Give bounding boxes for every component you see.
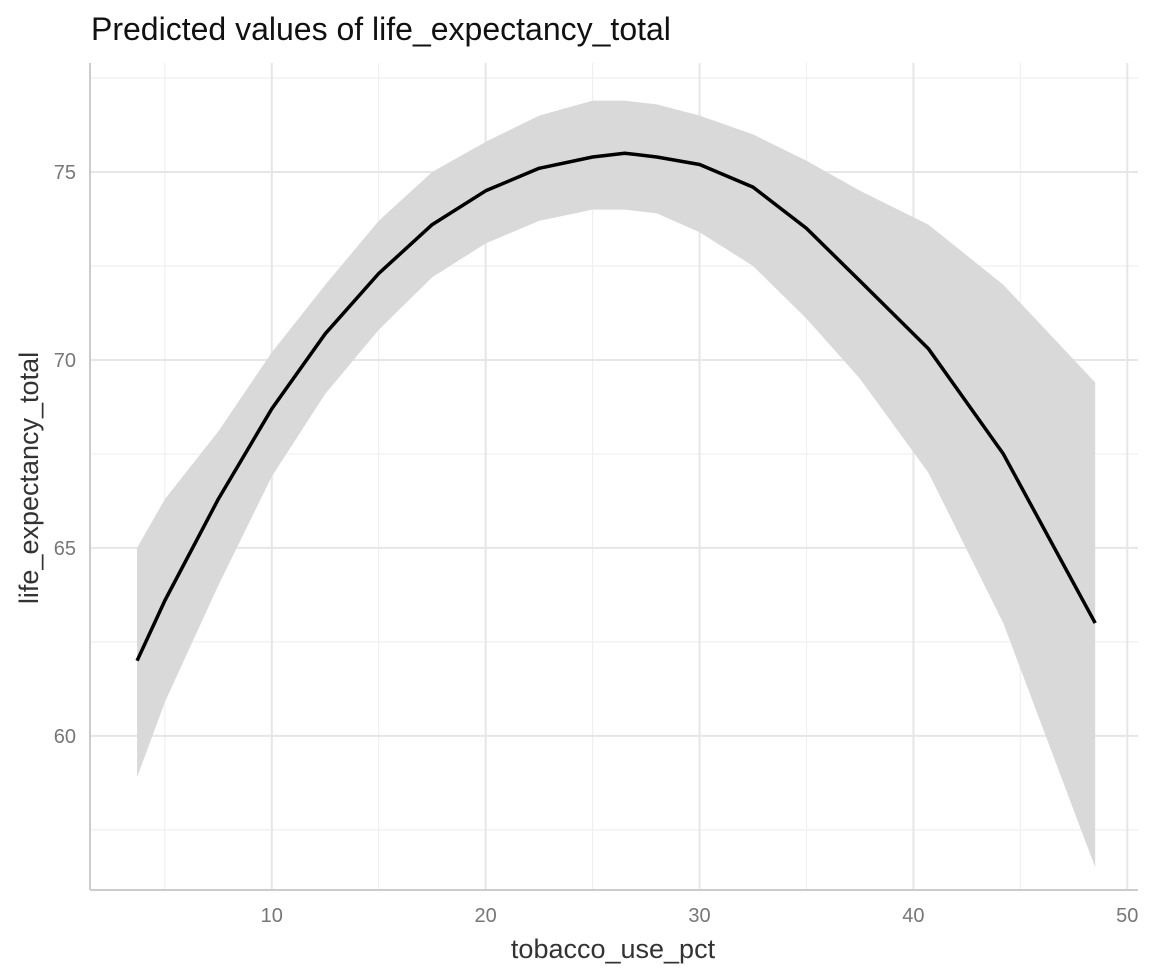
x-tick-label: 50: [1116, 905, 1138, 927]
tick-labels: 10 20 30 40 50 60 65 70 75: [54, 162, 1139, 927]
y-tick-label: 70: [54, 350, 76, 372]
y-tick-label: 75: [54, 162, 76, 184]
axes: [89, 63, 1138, 891]
prediction-line: [135, 151, 1097, 662]
confidence-band: [137, 100, 1096, 868]
x-tick-label: 20: [475, 905, 497, 927]
y-tick-label: 60: [54, 726, 76, 748]
y-axis-title: life_expectancy_total: [14, 352, 44, 604]
prediction-line-layer: [135, 151, 1097, 662]
confidence-band-layer: [137, 100, 1096, 868]
x-tick-label: 10: [261, 905, 283, 927]
x-tick-label: 30: [688, 905, 710, 927]
x-axis-title: tobacco_use_pct: [511, 934, 716, 964]
y-tick-label: 65: [54, 538, 76, 560]
chart-title: Predicted values of life_expectancy_tota…: [91, 11, 671, 47]
x-tick-label: 40: [902, 905, 924, 927]
